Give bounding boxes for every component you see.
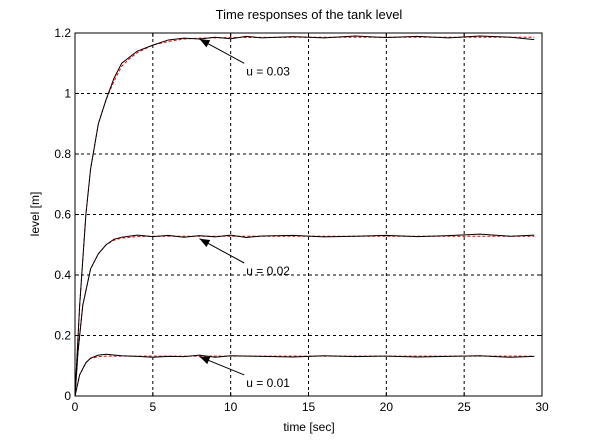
grid	[75, 32, 542, 396]
series-layer	[74, 35, 535, 397]
x-tick-label: 0	[72, 400, 79, 414]
annotation-arrow-head	[199, 356, 211, 365]
x-tick-label: 5	[149, 400, 156, 414]
annotation-arrow-head	[199, 238, 211, 247]
annotation-arrow-head	[199, 39, 211, 48]
y-tick-label: 1.2	[54, 26, 71, 40]
x-tick-label: 10	[224, 400, 238, 414]
y-tick-label: 0.2	[54, 329, 71, 343]
x-tick-label: 30	[535, 400, 549, 414]
annotation-label: u = 0.03	[246, 64, 290, 78]
x-tick-label: 15	[302, 400, 316, 414]
x-tick-label: 20	[380, 400, 394, 414]
y-tick-label: 0	[64, 389, 71, 403]
annotations: u = 0.03 u = 0.02 u = 0.01	[199, 38, 290, 390]
x-axis-label: time [sec]	[283, 420, 334, 434]
x-tick-label: 25	[457, 400, 471, 414]
y-tick-label: 1	[64, 87, 71, 101]
y-tick-label: 0.6	[54, 208, 71, 222]
chart-title: Time responses of the tank level	[216, 7, 403, 22]
y-tick-label: 0.8	[54, 147, 71, 161]
annotation-label: u = 0.02	[246, 264, 290, 278]
series-line-measured	[74, 353, 535, 397]
annotation-label: u = 0.01	[246, 376, 290, 390]
y-tick-label: 0.4	[54, 268, 71, 282]
series-line-measured	[74, 35, 535, 397]
series-line-measured	[74, 233, 535, 397]
y-axis-label: level [m]	[28, 192, 42, 237]
ticks: 0 5 10 15 20 25 30 0 0.2 0.4 0.6 0.8 1 1.2	[54, 26, 549, 414]
